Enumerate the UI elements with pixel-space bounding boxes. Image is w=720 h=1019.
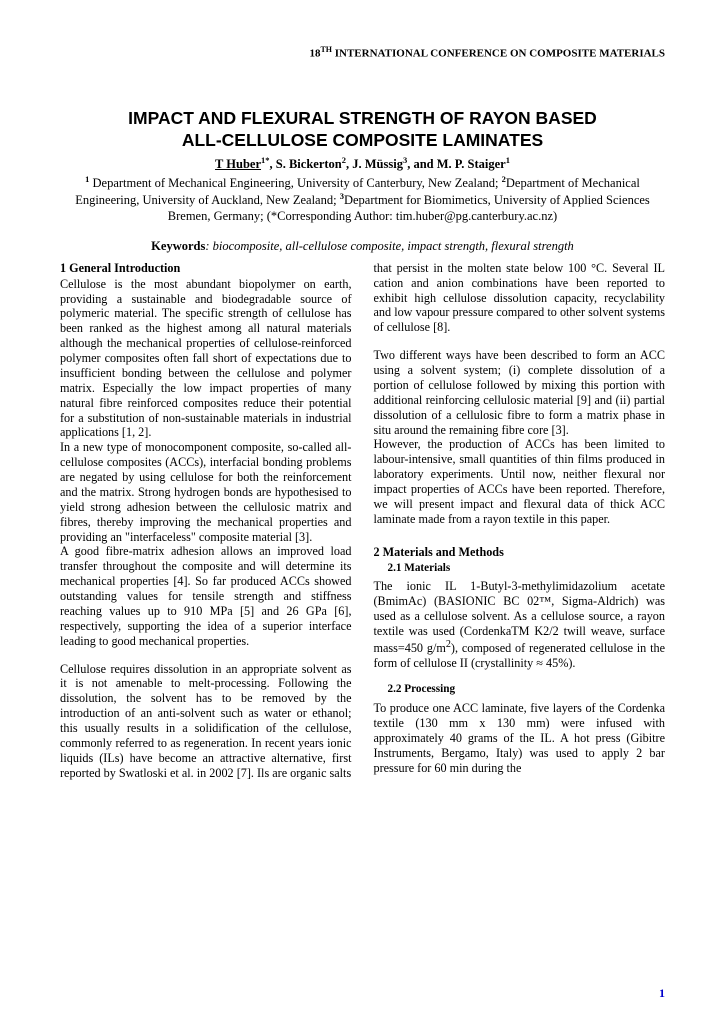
subsection-21-heading: 2.1 Materials [388,562,666,576]
title-line-1: IMPACT AND FLEXURAL STRENGTH OF RAYON BA… [60,108,665,130]
subsection-22-heading: 2.2 Processing [388,683,666,697]
page-number: 1 [659,986,665,1001]
right-p3: However, the production of ACCs has been… [374,437,666,526]
section-2-heading: 2 Materials and Methods [374,545,666,560]
paper-title: IMPACT AND FLEXURAL STRENGTH OF RAYON BA… [60,108,665,152]
author-4-sup: 1 [506,154,510,164]
body-columns: 1 General Introduction Cellulose is the … [60,261,665,781]
conf-sup: TH [320,45,332,54]
conference-header: 18TH INTERNATIONAL CONFERENCE ON COMPOSI… [60,45,665,60]
right-p5: To produce one ACC laminate, five layers… [374,701,666,775]
left-p2: In a new type of monocomponent composite… [60,440,352,544]
keywords-label: Keywords [151,239,205,253]
keywords-text: : biocomposite, all-cellulose composite,… [205,239,573,253]
author-lead: T Huber [215,157,261,171]
author-lead-sup: 1* [261,154,270,164]
author-2: , S. Bickerton [270,157,342,171]
left-p1: Cellulose is the most abundant biopolyme… [60,277,352,441]
title-line-2: ALL-CELLULOSE COMPOSITE LAMINATES [60,130,665,152]
aff-text-1: Department of Mechanical Engineering, Un… [89,176,501,190]
right-p4: The ionic IL 1-Butyl-3-methylimidazolium… [374,579,666,670]
left-p3: A good fibre-matrix adhesion allows an i… [60,544,352,648]
affiliations: 1 Department of Mechanical Engineering, … [60,174,665,225]
right-p2: Two different ways have been described t… [374,348,666,437]
author-4: , and M. P. Staiger [407,157,506,171]
keywords-line: Keywords: biocomposite, all-cellulose co… [60,239,665,254]
right-column: that persist in the molten state below 1… [374,261,666,781]
left-p4: Cellulose requires dissolution in an app… [60,662,352,781]
author-3: , J. Müssig [346,157,403,171]
section-1-heading: 1 General Introduction [60,261,352,276]
authors-line: T Huber1*, S. Bickerton2, J. Müssig3, an… [60,154,665,171]
conf-rest: INTERNATIONAL CONFERENCE ON COMPOSITE MA… [332,48,665,60]
right-p1: that persist in the molten state below 1… [374,261,666,335]
left-column: 1 General Introduction Cellulose is the … [60,261,352,781]
conf-prefix: 18 [309,48,320,60]
